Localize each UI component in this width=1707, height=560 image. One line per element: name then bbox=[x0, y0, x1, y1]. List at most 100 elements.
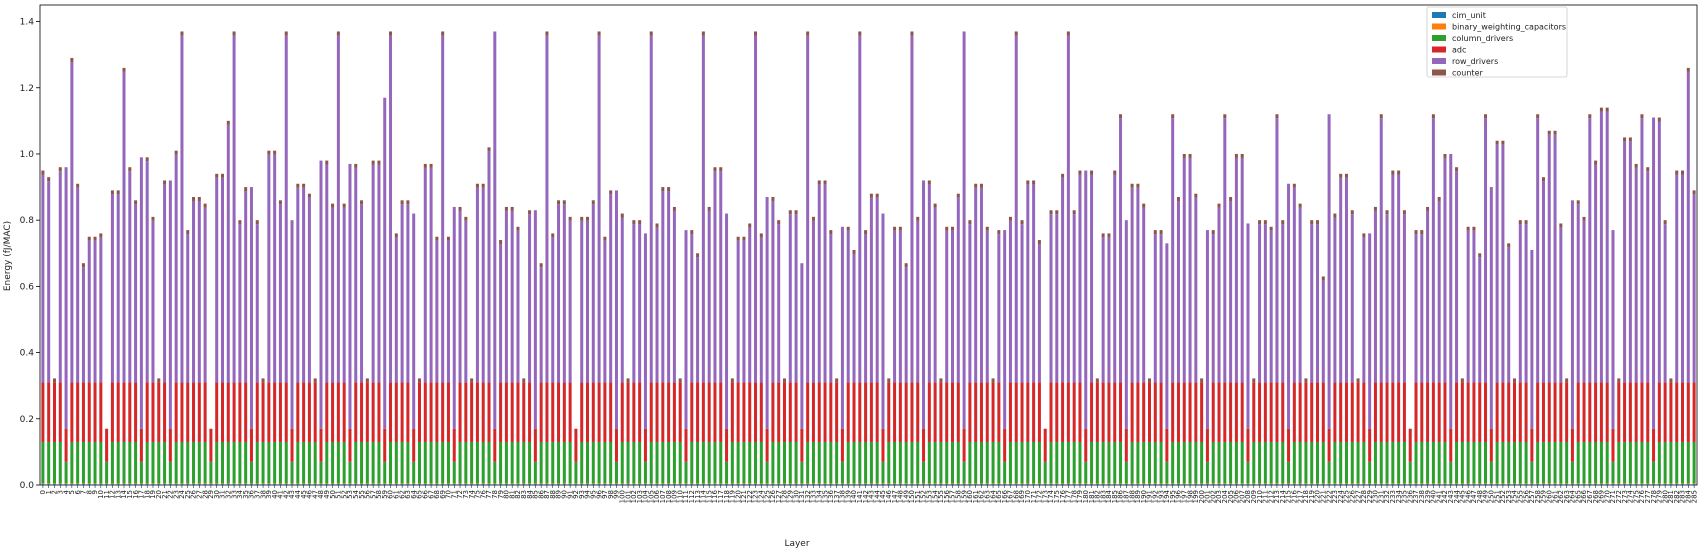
x-tick-label: 178 bbox=[1070, 490, 1078, 503]
bar-segment-cim-unit bbox=[348, 484, 352, 485]
bar-segment-adc bbox=[1136, 382, 1140, 442]
bar-segment-binary-weighting-capacitors bbox=[1321, 483, 1325, 484]
bar-segment-binary-weighting-capacitors bbox=[725, 483, 729, 484]
bar-segment-cim-unit bbox=[759, 484, 763, 485]
bar-segment-row-drivers bbox=[1211, 234, 1215, 383]
bar-segment-adc bbox=[927, 382, 931, 442]
bar-segment-adc bbox=[1344, 382, 1348, 442]
bar-segment-binary-weighting-capacitors bbox=[1008, 483, 1012, 484]
bar-segment-counter bbox=[389, 31, 393, 36]
bar-segment-binary-weighting-capacitors bbox=[215, 483, 219, 484]
bar-segment-counter bbox=[557, 200, 561, 205]
bar-segment-row-drivers bbox=[145, 161, 149, 383]
bar-segment-adc bbox=[522, 382, 526, 442]
bar-segment-adc bbox=[394, 382, 398, 442]
bar-segment-adc bbox=[690, 382, 694, 442]
bar-segment-cim-unit bbox=[446, 484, 450, 485]
bar-segment-cim-unit bbox=[1368, 484, 1372, 485]
bar-segment-row-drivers bbox=[1032, 184, 1036, 383]
bar-segment-adc bbox=[110, 382, 114, 442]
bar-segment-row-drivers bbox=[354, 167, 358, 383]
bar-segment-binary-weighting-capacitors bbox=[1617, 483, 1621, 484]
bar-segment-binary-weighting-capacitors bbox=[128, 483, 132, 484]
bar-segment-counter bbox=[1669, 378, 1673, 383]
bar-segment-adc bbox=[1119, 382, 1123, 442]
y-axis: 0.00.20.40.60.81.01.21.4 bbox=[20, 18, 40, 491]
bar-segment-adc bbox=[1408, 428, 1412, 462]
x-tick-label: 81 bbox=[508, 490, 516, 499]
bar-segment-binary-weighting-capacitors bbox=[464, 483, 468, 484]
bar-segment-binary-weighting-capacitors bbox=[1055, 483, 1059, 484]
legend: cim_unitbinary_weighting_capacitorscolum… bbox=[1426, 6, 1568, 78]
bar-segment-binary-weighting-capacitors bbox=[580, 483, 584, 484]
bar-segment-binary-weighting-capacitors bbox=[1229, 483, 1233, 484]
bar-segment-column-drivers bbox=[365, 441, 369, 484]
bar-segment-column-drivers bbox=[168, 461, 172, 484]
bar-segment-cim-unit bbox=[603, 484, 607, 485]
x-tick-label: 231 bbox=[1377, 490, 1385, 503]
bar-segment-row-drivers bbox=[1316, 224, 1320, 383]
bar-segment-cim-unit bbox=[829, 484, 833, 485]
bar-segment-row-drivers bbox=[1090, 174, 1094, 383]
bar-segment-row-drivers bbox=[539, 267, 543, 383]
bar-segment-cim-unit bbox=[1281, 484, 1285, 485]
bar-segment-adc bbox=[458, 382, 462, 442]
x-tick-label: 163 bbox=[983, 490, 991, 503]
bar-segment-adc bbox=[1333, 382, 1337, 442]
bar-segment-counter bbox=[597, 31, 601, 36]
bar-segment-counter bbox=[916, 216, 920, 221]
bar-segment-counter bbox=[1049, 210, 1053, 215]
bar-segment-binary-weighting-capacitors bbox=[1362, 483, 1366, 484]
bar-segment-column-drivers bbox=[371, 441, 375, 484]
bar-segment-adc bbox=[70, 382, 74, 442]
bar-segment-counter bbox=[278, 200, 282, 205]
bar-segment-row-drivers bbox=[777, 224, 781, 383]
x-tick-label: 29 bbox=[207, 490, 215, 499]
bar-segment-column-drivers bbox=[985, 441, 989, 484]
bar-segment-column-drivers bbox=[1391, 441, 1395, 484]
bar-segment-cim-unit bbox=[1136, 484, 1140, 485]
bar-segment-column-drivers bbox=[1246, 461, 1250, 484]
x-tick-label: 51 bbox=[335, 490, 343, 499]
bar-segment-binary-weighting-capacitors bbox=[800, 483, 804, 484]
bar-segment-column-drivers bbox=[499, 441, 503, 484]
bar-segment-counter bbox=[1455, 167, 1459, 172]
bar-segment-column-drivers bbox=[736, 441, 740, 484]
x-tick-label: 281 bbox=[1667, 490, 1675, 503]
bar-segment-cim-unit bbox=[1669, 484, 1673, 485]
bar-segment-column-drivers bbox=[1171, 441, 1175, 484]
bar-segment-counter bbox=[145, 157, 149, 162]
bar-segment-counter bbox=[852, 249, 856, 254]
bar-segment-adc bbox=[1176, 382, 1180, 442]
bar-segment-binary-weighting-capacitors bbox=[1020, 483, 1024, 484]
bar-segment-row-drivers bbox=[806, 35, 810, 383]
bar-segment-column-drivers bbox=[360, 441, 364, 484]
bar-segment-row-drivers bbox=[464, 220, 468, 383]
bar-segment-cim-unit bbox=[1165, 484, 1169, 485]
bar-segment-cim-unit bbox=[215, 484, 219, 485]
bar-segment-column-drivers bbox=[817, 441, 821, 484]
bar-segment-cim-unit bbox=[1460, 484, 1464, 485]
bar-segment-column-drivers bbox=[134, 441, 138, 484]
x-tick-label: 78 bbox=[491, 490, 499, 499]
bar-segment-column-drivers bbox=[748, 441, 752, 484]
bar-segment-adc bbox=[319, 428, 323, 462]
bar-segment-adc bbox=[528, 382, 532, 442]
bar-segment-binary-weighting-capacitors bbox=[110, 483, 114, 484]
bar-segment-column-drivers bbox=[1501, 441, 1505, 484]
bar-segment-column-drivers bbox=[1061, 441, 1065, 484]
bar-segment-cim-unit bbox=[840, 484, 844, 485]
bar-segment-adc bbox=[1507, 382, 1511, 442]
bar-segment-cim-unit bbox=[777, 484, 781, 485]
x-tick-label: 59 bbox=[381, 490, 389, 499]
x-tick-label: 267 bbox=[1586, 490, 1594, 503]
bar-segment-row-drivers bbox=[371, 164, 375, 383]
x-tick-label: 69 bbox=[439, 490, 447, 499]
bar-segment-column-drivers bbox=[81, 441, 85, 484]
bar-segment-adc bbox=[1142, 382, 1146, 442]
bar-segment-cim-unit bbox=[145, 484, 149, 485]
bar-segment-binary-weighting-capacitors bbox=[1049, 483, 1053, 484]
x-tick-label: 114 bbox=[700, 489, 708, 503]
bar-segment-counter bbox=[1194, 193, 1198, 198]
bar-segment-column-drivers bbox=[1252, 441, 1256, 484]
